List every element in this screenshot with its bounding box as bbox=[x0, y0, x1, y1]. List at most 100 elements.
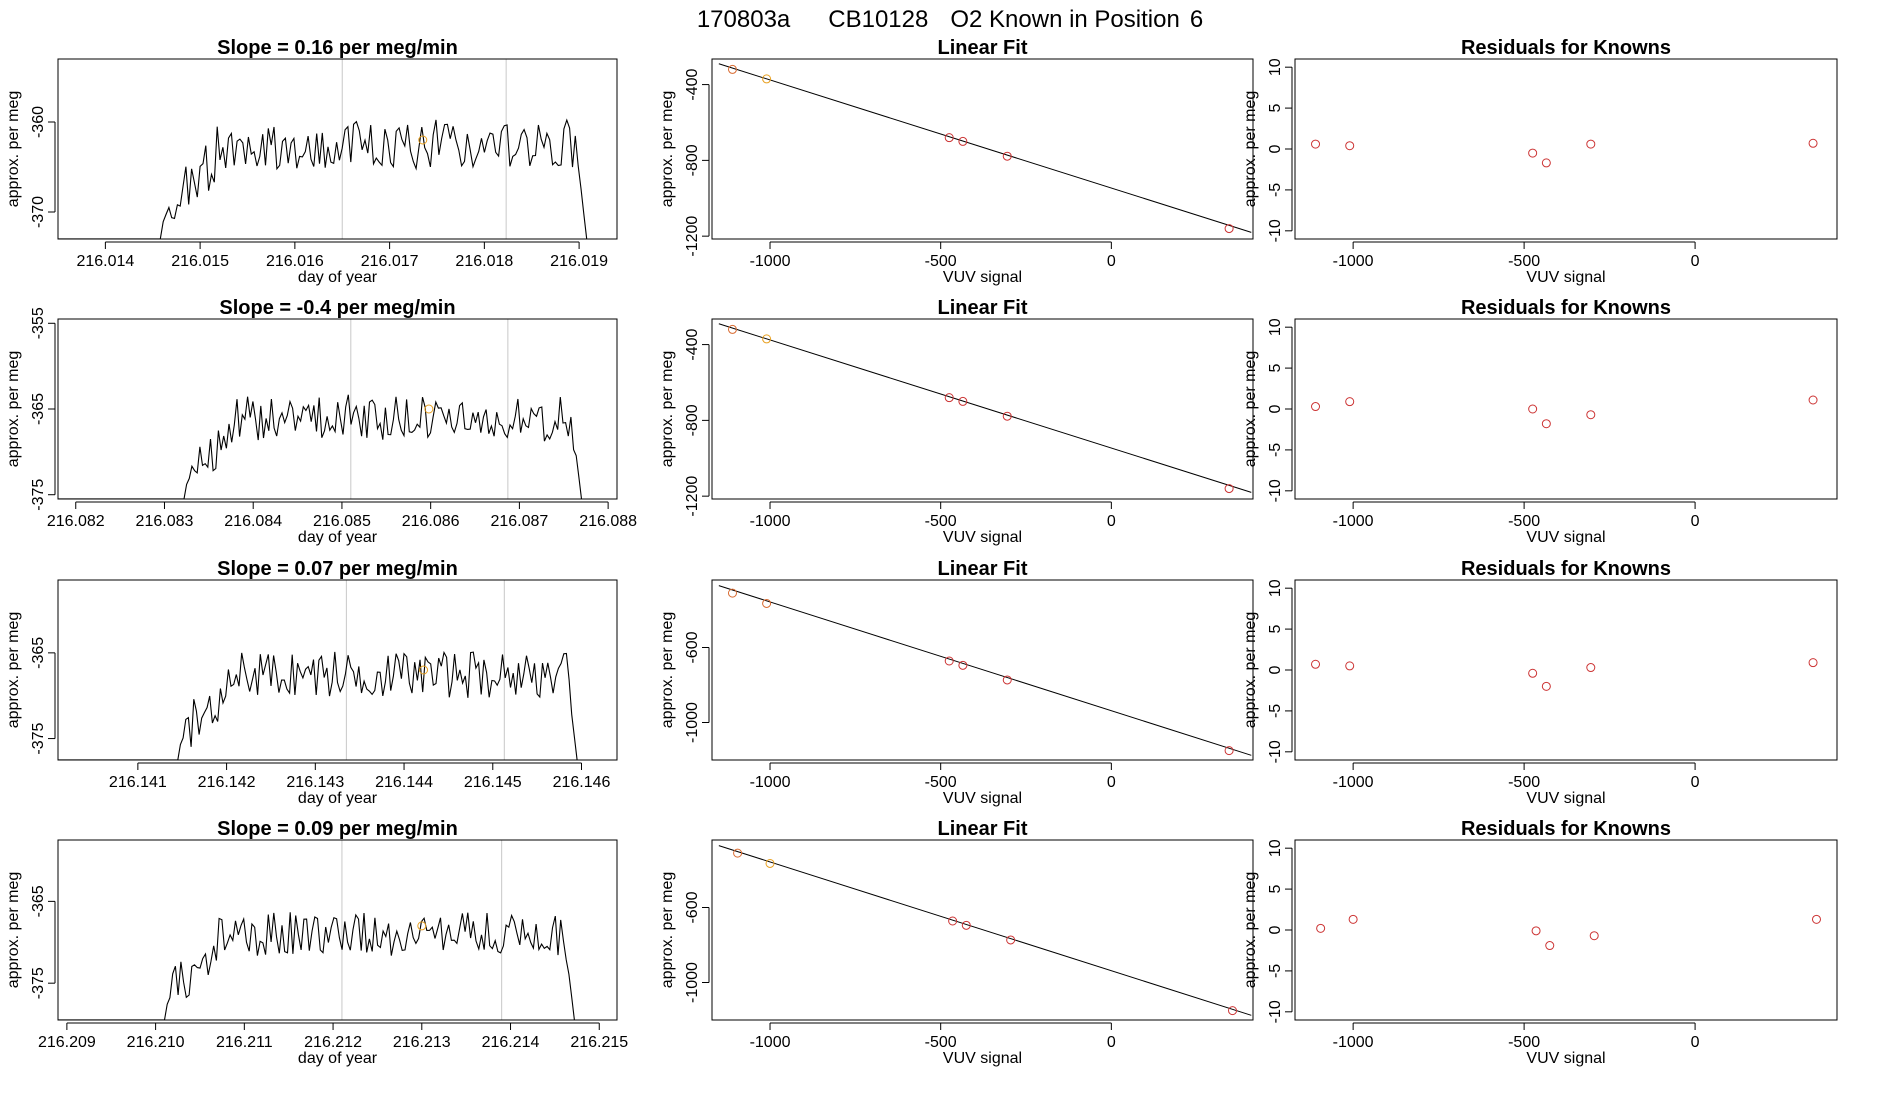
y-axis-label: approx. per meg bbox=[659, 91, 676, 208]
plot-frame bbox=[711, 318, 1254, 500]
y-tick-label: -5 bbox=[1267, 704, 1284, 718]
y-tick-label: 5 bbox=[1267, 625, 1284, 634]
x-tick-label: 216.210 bbox=[127, 1034, 185, 1051]
x-tick-label: -1000 bbox=[1333, 1034, 1374, 1051]
plot-area bbox=[1311, 658, 1818, 691]
x-tick-label: -1000 bbox=[1333, 513, 1374, 530]
x-tick-label: 0 bbox=[1107, 774, 1116, 791]
data-point bbox=[1006, 935, 1016, 945]
data-point bbox=[1541, 158, 1551, 168]
data-point bbox=[727, 588, 737, 598]
data-point bbox=[1808, 138, 1818, 148]
data-point bbox=[958, 396, 968, 406]
x-tick-label: 216.015 bbox=[171, 253, 229, 270]
data-point bbox=[1002, 151, 1012, 161]
y-axis-label: approx. per meg bbox=[5, 872, 22, 989]
plot-area bbox=[718, 323, 1252, 494]
x-tick-label: 216.142 bbox=[198, 774, 256, 791]
x-tick-label: -500 bbox=[925, 513, 957, 530]
panel-title: Linear Fit bbox=[937, 558, 1027, 580]
y-tick-label: 10 bbox=[1267, 318, 1284, 336]
y-tick-label: -600 bbox=[684, 891, 701, 923]
data-point bbox=[1531, 926, 1541, 936]
data-point bbox=[1002, 411, 1012, 421]
y-tick-label: 5 bbox=[1267, 104, 1284, 113]
data-point bbox=[1224, 746, 1234, 756]
x-tick-label: 216.143 bbox=[286, 774, 344, 791]
y-tick-label: 0 bbox=[1267, 665, 1284, 674]
y-axis-label: approx. per meg bbox=[659, 872, 676, 989]
data-point bbox=[1541, 681, 1551, 691]
slope-value: 0.16 bbox=[294, 37, 333, 59]
data-point bbox=[1224, 484, 1234, 494]
panel-timeseries-row4: Slope = 0.09 per meg/min 216.209 216.210 21… bbox=[5, 818, 628, 1067]
y-tick-label: -375 bbox=[30, 967, 47, 999]
plot-area bbox=[1311, 395, 1818, 429]
plot-frame bbox=[711, 839, 1254, 1021]
slope-suffix: per meg/min bbox=[333, 558, 457, 580]
data-point bbox=[1311, 139, 1321, 149]
x-tick-label: 216.083 bbox=[136, 513, 194, 530]
x-axis-label: day of year bbox=[298, 529, 378, 546]
slope-value: -0.4 bbox=[297, 297, 332, 319]
fit-line bbox=[718, 845, 1252, 1016]
panel-title: Linear Fit bbox=[937, 37, 1027, 59]
data-point bbox=[733, 848, 743, 858]
slope-value: 0.09 bbox=[294, 818, 333, 840]
data-point bbox=[944, 133, 954, 143]
x-tick-label: 216.214 bbox=[482, 1034, 540, 1051]
series-line bbox=[159, 118, 588, 239]
y-tick-label: -1000 bbox=[684, 702, 701, 743]
panel-title: Slope = 0.16 per meg/min bbox=[217, 37, 458, 59]
x-axis-label: VUV signal bbox=[943, 790, 1022, 807]
slope-suffix: per meg/min bbox=[331, 297, 455, 319]
x-tick-label: -500 bbox=[1508, 253, 1540, 270]
y-tick-label: -10 bbox=[1267, 740, 1284, 763]
plot-frame bbox=[1294, 839, 1838, 1021]
data-point bbox=[1345, 661, 1355, 671]
y-tick-label: 0 bbox=[1267, 404, 1284, 413]
y-tick-label: -355 bbox=[30, 307, 47, 339]
x-axis-label: VUV signal bbox=[1526, 1050, 1605, 1067]
x-tick-label: -500 bbox=[925, 253, 957, 270]
x-tick-label: 216.209 bbox=[38, 1034, 96, 1051]
plot-frame bbox=[57, 579, 618, 761]
data-point bbox=[1528, 668, 1538, 678]
x-tick-label: 216.082 bbox=[47, 513, 105, 530]
known-marker bbox=[417, 921, 427, 931]
data-point bbox=[1586, 663, 1596, 673]
data-point bbox=[1528, 404, 1538, 414]
x-axis-label: day of year bbox=[298, 790, 378, 807]
data-point bbox=[1589, 931, 1599, 941]
y-tick-label: -600 bbox=[684, 631, 701, 663]
y-axis-label: approx. per meg bbox=[1242, 612, 1259, 729]
x-tick-label: -500 bbox=[1508, 513, 1540, 530]
x-axis-label: VUV signal bbox=[1526, 790, 1605, 807]
panel-title: Linear Fit bbox=[937, 297, 1027, 319]
x-tick-label: 216.085 bbox=[313, 513, 371, 530]
x-tick-label: 0 bbox=[1107, 253, 1116, 270]
plot-area bbox=[718, 845, 1252, 1016]
plot-frame bbox=[57, 839, 618, 1021]
plot-area bbox=[1316, 914, 1821, 951]
y-tick-label: -10 bbox=[1267, 1000, 1284, 1023]
slope-value: 0.07 bbox=[294, 558, 333, 580]
x-tick-label: 216.019 bbox=[550, 253, 608, 270]
data-point bbox=[1311, 402, 1321, 412]
x-axis-label: VUV signal bbox=[943, 1050, 1022, 1067]
plot-frame bbox=[1294, 579, 1838, 761]
x-tick-label: 216.086 bbox=[402, 513, 460, 530]
panel-residuals-row1: Residuals for Knowns -1000 -500 0 VUV signal… bbox=[1242, 37, 1838, 286]
panel-residuals-row4: Residuals for Knowns -1000 -500 0 VUV signal… bbox=[1242, 818, 1838, 1067]
x-axis-label: VUV signal bbox=[943, 269, 1022, 286]
data-point bbox=[1808, 658, 1818, 668]
panel-fit-row4: Linear Fit -1000 -500 0 VUV signal -600 -1000 a… bbox=[659, 818, 1254, 1067]
y-tick-label: -1200 bbox=[684, 476, 701, 517]
data-point bbox=[958, 660, 968, 670]
x-tick-label: 0 bbox=[1691, 1034, 1700, 1051]
x-tick-label: 216.018 bbox=[455, 253, 513, 270]
panel-timeseries-row1: Slope = 0.16 per meg/min 216.014 216.015 21… bbox=[5, 37, 618, 286]
x-tick-label: 0 bbox=[1691, 513, 1700, 530]
data-point bbox=[1545, 941, 1555, 951]
x-tick-label: -1000 bbox=[750, 253, 791, 270]
